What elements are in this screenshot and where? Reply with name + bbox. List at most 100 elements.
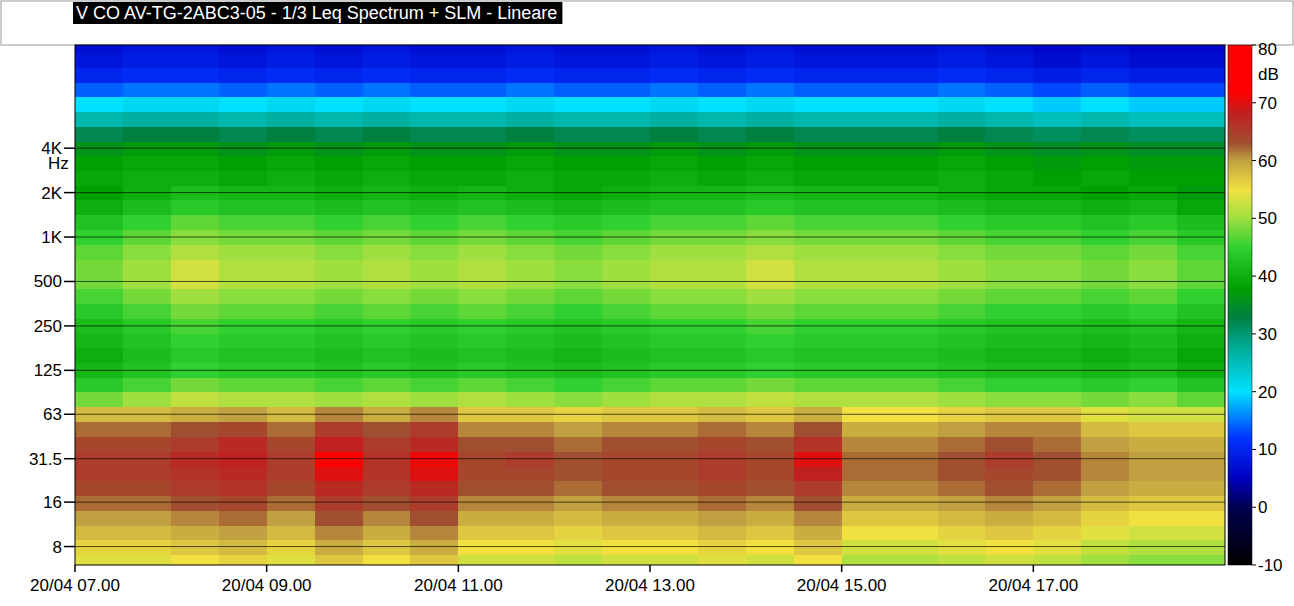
cell [123, 333, 172, 348]
cell [746, 82, 795, 97]
cell [458, 97, 507, 112]
cell [650, 303, 699, 319]
cell [698, 303, 747, 319]
cell [842, 45, 891, 53]
cell [890, 510, 939, 526]
cell [75, 67, 124, 83]
cell [363, 259, 412, 275]
cell [315, 539, 364, 554]
cell [842, 126, 891, 141]
cell [171, 289, 220, 304]
cell [410, 510, 459, 526]
grid-line [75, 370, 1225, 371]
cell [794, 111, 843, 127]
cell [363, 171, 412, 186]
cell [458, 436, 507, 451]
cell [1129, 392, 1178, 407]
grid-line [75, 414, 1225, 415]
cell [938, 126, 987, 141]
cell [602, 215, 651, 231]
cell [650, 156, 699, 172]
cell [650, 289, 699, 304]
cell [171, 303, 220, 319]
cell [363, 495, 412, 511]
y-tick [64, 147, 75, 149]
cell [410, 333, 459, 348]
cell [602, 510, 651, 526]
cell [842, 422, 891, 437]
cell [315, 422, 364, 437]
cell [506, 111, 555, 127]
cell [1129, 200, 1178, 216]
cell [842, 259, 891, 275]
cell [554, 82, 603, 97]
cell [506, 200, 555, 216]
cells [75, 45, 1225, 565]
cell [554, 377, 603, 392]
cell [267, 539, 316, 554]
cell [219, 244, 268, 259]
cell [938, 244, 987, 259]
cell [554, 466, 603, 481]
cell [1129, 259, 1178, 275]
cell [506, 554, 555, 565]
cell [650, 436, 699, 451]
cell [1033, 481, 1082, 496]
cell [650, 392, 699, 407]
x-tick [458, 565, 460, 572]
cell [938, 215, 987, 231]
cell [1177, 466, 1225, 481]
y-tick [64, 458, 75, 460]
cell [315, 481, 364, 496]
grid-line [75, 192, 1225, 193]
cell [458, 495, 507, 511]
cell [746, 171, 795, 186]
cell [985, 392, 1034, 407]
y-tick [64, 414, 75, 416]
cell [890, 171, 939, 186]
cell [554, 67, 603, 83]
cell [938, 539, 987, 554]
cell [890, 200, 939, 216]
x-tick-label: 20/04 17.00 [988, 576, 1078, 595]
cell [506, 141, 555, 156]
cell [650, 259, 699, 275]
cell [219, 52, 268, 68]
cell [1177, 82, 1225, 97]
cell [123, 111, 172, 127]
cell [746, 481, 795, 496]
grid-line [75, 546, 1225, 547]
cell [554, 303, 603, 319]
cell [985, 111, 1034, 127]
cell [602, 289, 651, 304]
x-tick-label: 20/04 09.00 [222, 576, 312, 595]
cell [650, 215, 699, 231]
cell [363, 333, 412, 348]
cell [219, 141, 268, 156]
cell [938, 97, 987, 112]
cell [794, 333, 843, 348]
cell [410, 82, 459, 97]
cell [363, 510, 412, 526]
cell [506, 303, 555, 319]
cell [171, 539, 220, 554]
colorbar-tick [1252, 276, 1256, 277]
cell [650, 126, 699, 141]
cell [602, 436, 651, 451]
cell [315, 554, 364, 565]
cell [554, 156, 603, 172]
cell [1033, 554, 1082, 565]
cell [1129, 171, 1178, 186]
cell [794, 156, 843, 172]
cell [123, 244, 172, 259]
cell [1081, 244, 1130, 259]
cell [890, 67, 939, 83]
cell [698, 45, 747, 53]
x-tick-label: 20/04 07.00 [30, 576, 120, 595]
cell [75, 141, 124, 156]
cell [267, 67, 316, 83]
cell [554, 215, 603, 231]
cell [267, 392, 316, 407]
cell [315, 495, 364, 511]
cell [602, 244, 651, 259]
